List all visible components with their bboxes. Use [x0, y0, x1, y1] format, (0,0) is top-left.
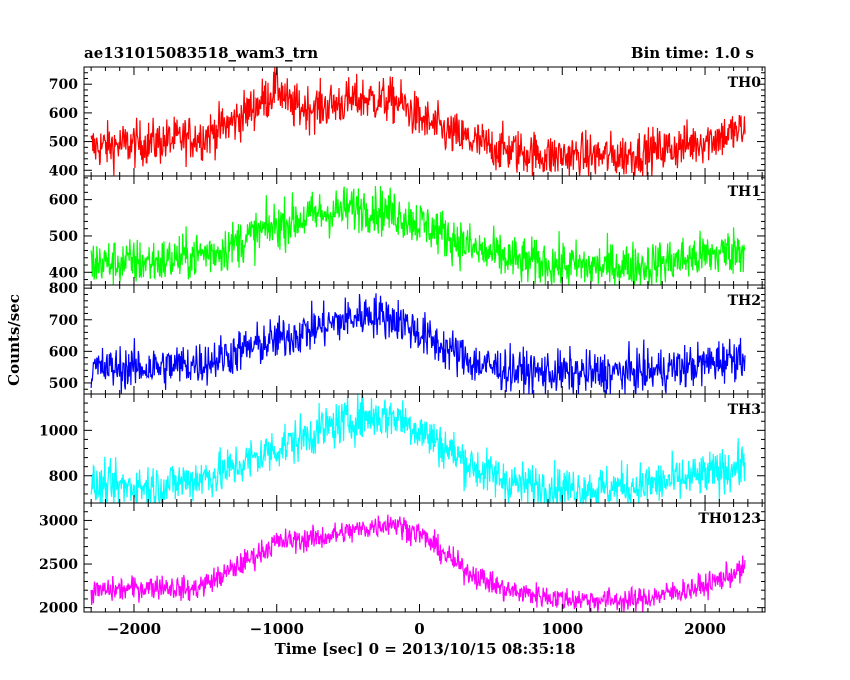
x-tick-label: 1000 [541, 620, 583, 638]
y-tick-label: 800 [49, 469, 78, 485]
y-tick-label: 600 [49, 193, 78, 209]
y-tick-label: 700 [49, 77, 78, 93]
y-tick-label: 1000 [39, 423, 78, 439]
y-tick-label: 500 [49, 229, 78, 245]
series-line-th2 [90, 293, 746, 395]
y-tick-label: 2000 [39, 601, 78, 617]
x-tick-label: −2000 [107, 620, 161, 638]
y-tick-label: 400 [49, 265, 78, 281]
y-tick-label: 400 [49, 163, 78, 179]
bin-time-label: Bin time: 1.0 s [630, 44, 754, 62]
y-tick-label: 2500 [39, 557, 78, 573]
y-tick-label: 800 [49, 281, 78, 297]
x-axis-label: Time [sec] 0 = 2013/10/15 08:35:18 [274, 640, 576, 658]
series-line-th1 [90, 185, 746, 286]
chart-title: ae131015083518_wam3_trn [84, 44, 319, 62]
y-tick-label: 600 [49, 106, 78, 122]
y-tick-label: 700 [49, 313, 78, 329]
x-tick-label: −1000 [250, 620, 304, 638]
panel-label-th0: TH0 [728, 75, 762, 91]
y-tick-label: 600 [49, 344, 78, 360]
x-tick-label: 2000 [684, 620, 726, 638]
series-line-th0123 [90, 514, 746, 613]
panel-label-th0123: TH0123 [698, 511, 761, 527]
y-tick-label: 500 [49, 135, 78, 151]
series-line-th0 [90, 66, 746, 177]
panel-label-th3: TH3 [728, 402, 761, 418]
series-line-th3 [90, 393, 746, 506]
panel-label-th1: TH1 [728, 184, 761, 200]
x-tick-label: 0 [414, 620, 424, 638]
panel-frame-th0123 [83, 502, 766, 613]
panel-label-th2: TH2 [728, 293, 761, 309]
y-tick-label: 500 [49, 376, 78, 392]
y-tick-label: 3000 [39, 513, 78, 529]
